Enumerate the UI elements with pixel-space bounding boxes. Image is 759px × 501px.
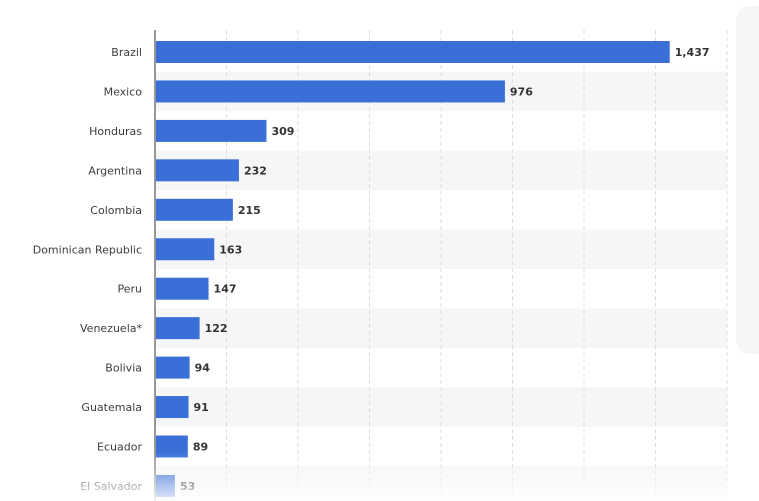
category-label: El Salvador — [80, 480, 142, 493]
category-label: Colombia — [90, 204, 142, 217]
value-label: 309 — [271, 125, 294, 138]
value-label: 122 — [205, 322, 228, 335]
value-label: 91 — [194, 401, 209, 414]
bar — [156, 198, 233, 221]
bar — [156, 396, 189, 419]
bar — [156, 435, 188, 458]
bar — [156, 238, 215, 261]
bar — [156, 159, 239, 182]
value-label: 53 — [180, 480, 195, 493]
value-label: 1,437 — [675, 46, 710, 59]
category-label: Ecuador — [97, 441, 142, 454]
bar — [156, 80, 505, 103]
category-label: Dominican Republic — [33, 243, 142, 256]
category-label: Venezuela* — [80, 322, 142, 335]
category-label: Peru — [117, 283, 142, 296]
category-label: Brazil — [111, 46, 142, 59]
bar — [156, 277, 209, 300]
bar — [156, 474, 175, 497]
bar — [156, 356, 190, 379]
category-label: Honduras — [89, 125, 142, 138]
category-label: Argentina — [88, 164, 142, 177]
bar — [156, 317, 200, 340]
category-label: Mexico — [104, 85, 143, 98]
value-label: 147 — [214, 283, 237, 296]
value-label: 215 — [238, 204, 261, 217]
value-label: 976 — [510, 85, 533, 98]
category-label: Guatemala — [81, 401, 142, 414]
bar — [156, 119, 267, 142]
row-stripe — [155, 387, 727, 427]
value-label: 163 — [219, 243, 242, 256]
value-label: 94 — [195, 362, 211, 375]
side-panel — [736, 6, 759, 354]
value-label: 232 — [244, 164, 267, 177]
bar — [156, 41, 670, 63]
value-label: 89 — [193, 441, 208, 454]
category-label: Bolivia — [105, 362, 142, 375]
